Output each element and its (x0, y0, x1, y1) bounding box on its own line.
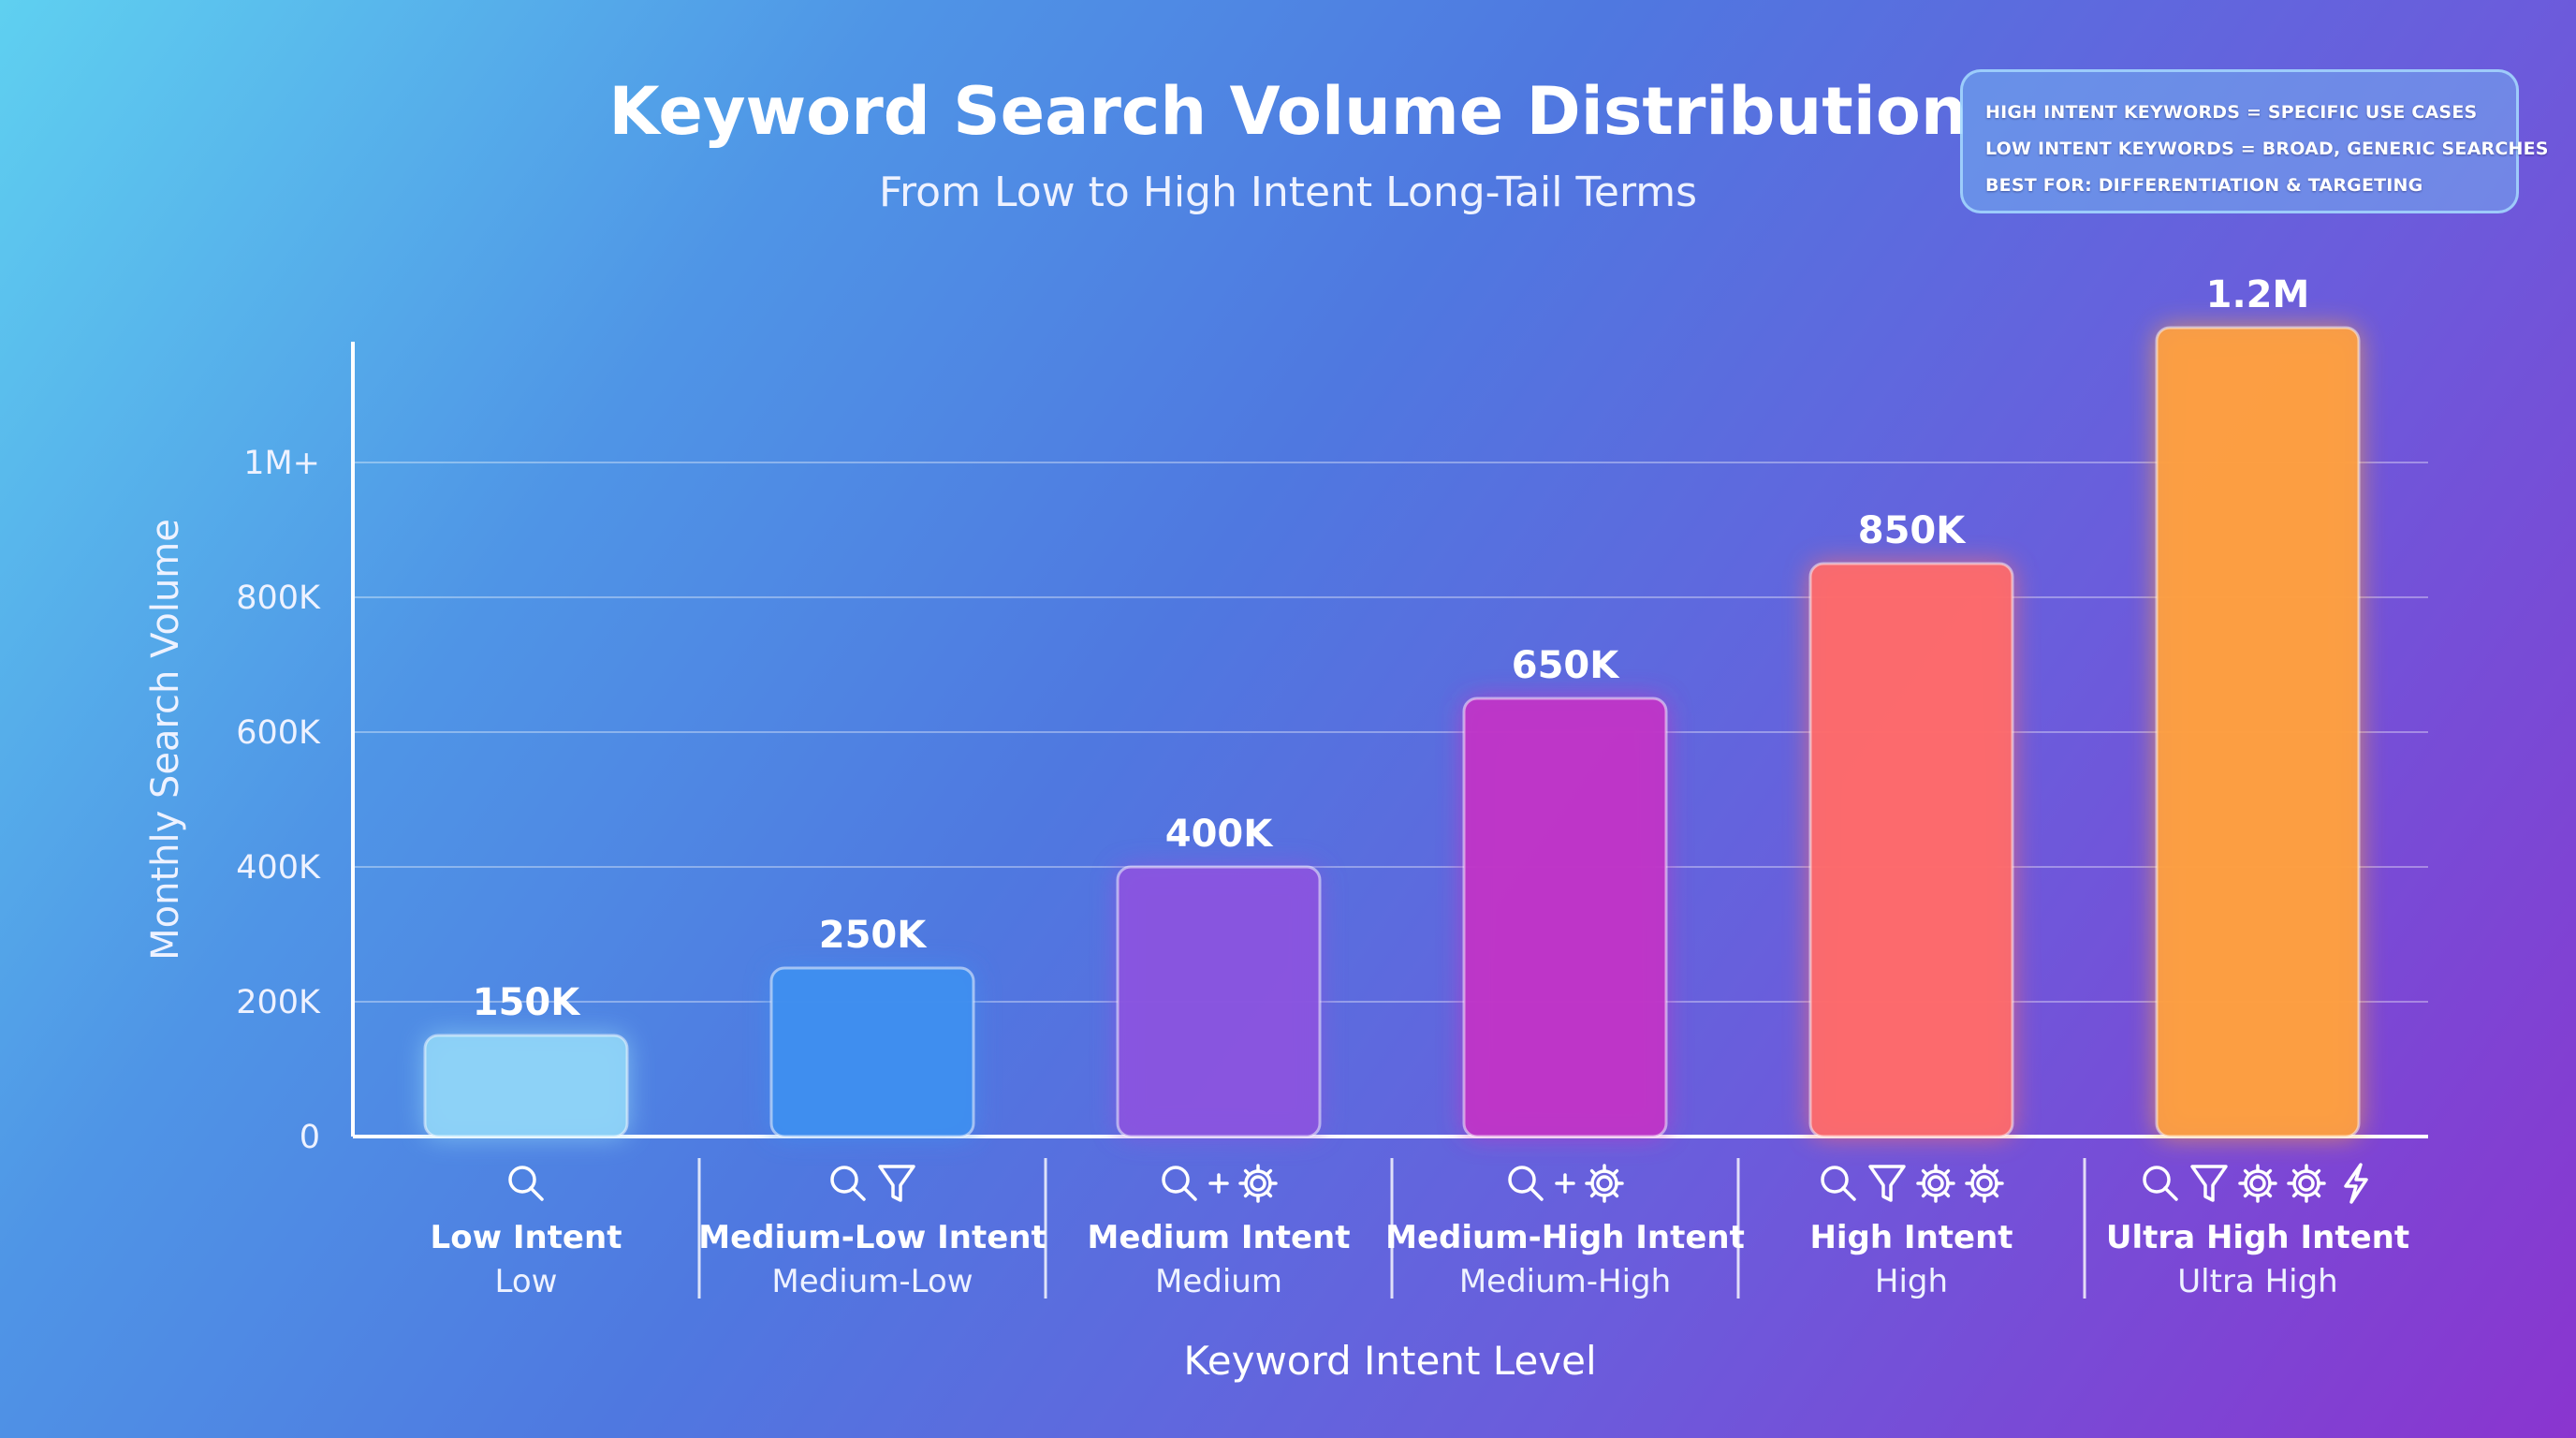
filter-icon (1868, 1165, 1906, 1202)
search-icon (830, 1166, 866, 1201)
search-icon (1821, 1166, 1856, 1201)
gear-teeth (1916, 1164, 1955, 1203)
bar (1462, 697, 1668, 1138)
category-label: High Intent (1809, 1219, 2012, 1256)
search-lens (1821, 1166, 1849, 1194)
category-sublabel: Medium-High (1459, 1263, 1671, 1300)
filter-icon (2190, 1165, 2228, 1202)
gear-teeth (2238, 1164, 2277, 1203)
gear-hub (2249, 1175, 2266, 1192)
category-icons (1162, 1164, 1278, 1203)
legend-line: HIGH INTENT KEYWORDS = SPECIFIC USE CASE… (1985, 102, 2478, 123)
category-icons (2143, 1163, 2368, 1204)
gear-icon (2287, 1164, 2326, 1203)
chart-title: Keyword Search Volume Distribution (608, 73, 1968, 150)
y-tick-label: 200K (236, 984, 321, 1021)
bar-value-label: 150K (473, 981, 581, 1024)
gear-icon (1238, 1164, 1278, 1203)
plus-shape (1555, 1173, 1575, 1194)
gear-icon (2238, 1164, 2277, 1203)
category-sublabel: High (1875, 1263, 1948, 1300)
gear-icon (1916, 1164, 1955, 1203)
y-tick-label: 800K (236, 580, 321, 617)
search-lens (1508, 1166, 1536, 1194)
plus-icon (1555, 1173, 1575, 1194)
category-sublabel: Medium-Low (771, 1263, 973, 1300)
search-handle (2163, 1186, 2178, 1201)
bar-value-label: 1.2M (2206, 273, 2310, 316)
legend-line: BEST FOR: DIFFERENTIATION & TARGETING (1985, 175, 2423, 196)
plus-shape (1208, 1173, 1229, 1194)
filter-shape (2190, 1165, 2228, 1202)
gear-teeth (1238, 1164, 1278, 1203)
bar (1116, 865, 1322, 1138)
bar (1808, 562, 2014, 1138)
search-handle (1529, 1186, 1544, 1201)
category-label: Medium Intent (1088, 1219, 1351, 1256)
gear-hub (1976, 1175, 1993, 1192)
search-handle (1182, 1186, 1197, 1201)
filter-shape (878, 1165, 915, 1202)
gear-hub (1250, 1175, 1266, 1192)
y-axis-label: Monthly Search Volume (144, 519, 187, 961)
search-icon (1162, 1166, 1197, 1201)
y-tick-label: 1M+ (243, 445, 320, 482)
category-label: Medium-High Intent (1385, 1219, 1745, 1256)
bar (769, 966, 975, 1138)
category-sublabel: Low (495, 1263, 558, 1300)
lightning-icon (2344, 1163, 2368, 1204)
search-lens (830, 1166, 858, 1194)
search-lens (2143, 1166, 2171, 1194)
lightning-shape (2344, 1163, 2368, 1204)
bar-group: 150K Low Intent Low (423, 981, 629, 1300)
category-icons (508, 1166, 544, 1201)
bar-value-label: 850K (1858, 509, 1967, 552)
filter-shape (1868, 1165, 1906, 1202)
search-handle (529, 1186, 544, 1201)
chart-subtitle: From Low to High Intent Long-Tail Terms (878, 169, 1698, 216)
y-tick-label: 0 (300, 1119, 320, 1156)
gear-teeth (1965, 1164, 2004, 1203)
category-icons (1821, 1164, 2004, 1203)
legend-box: HIGH INTENT KEYWORDS = SPECIFIC USE CASE… (1960, 69, 2549, 213)
legend-line: LOW INTENT KEYWORDS = BROAD, GENERIC SEA… (1985, 139, 2549, 159)
y-tick-label: 600K (236, 714, 321, 752)
category-icons (830, 1165, 915, 1202)
y-tick-label: 400K (236, 849, 321, 887)
bar-group: 250K Medium-Low Intent Medium-Low (698, 914, 1046, 1300)
gear-hub (1596, 1175, 1613, 1192)
gear-hub (2298, 1175, 2315, 1192)
filter-icon (878, 1165, 915, 1202)
search-handle (851, 1186, 866, 1201)
search-icon (1508, 1166, 1544, 1201)
gear-teeth (1585, 1164, 1624, 1203)
bar (423, 1034, 629, 1138)
bar-value-label: 250K (819, 914, 928, 957)
category-label: Low Intent (431, 1219, 622, 1256)
category-label: Medium-Low Intent (698, 1219, 1046, 1256)
x-axis-label: Keyword Intent Level (1183, 1338, 1596, 1384)
category-sublabel: Ultra High (2177, 1263, 2337, 1300)
search-handle (1841, 1186, 1856, 1201)
gear-icon (1965, 1164, 2004, 1203)
category-sublabel: Medium (1155, 1263, 1282, 1300)
bar-value-label: 400K (1165, 813, 1274, 856)
gear-icon (1585, 1164, 1624, 1203)
plus-icon (1208, 1173, 1229, 1194)
bar-group: 400K Medium Intent Medium (1088, 813, 1351, 1300)
category-label: Ultra High Intent (2106, 1219, 2409, 1256)
bar (2155, 326, 2361, 1138)
bar-value-label: 650K (1512, 644, 1620, 687)
category-icons (1508, 1164, 1624, 1203)
search-lens (1162, 1166, 1190, 1194)
bar-group: 1.2M Ultra High Intent Ultra High (2106, 273, 2409, 1300)
search-icon (508, 1166, 544, 1201)
bar-group: 650K Medium-High Intent Medium-High (1385, 644, 1745, 1300)
gear-hub (1927, 1175, 1944, 1192)
bar-group: 850K High Intent High (1808, 509, 2014, 1300)
gear-teeth (2287, 1164, 2326, 1203)
search-icon (2143, 1166, 2178, 1201)
search-lens (508, 1166, 536, 1194)
